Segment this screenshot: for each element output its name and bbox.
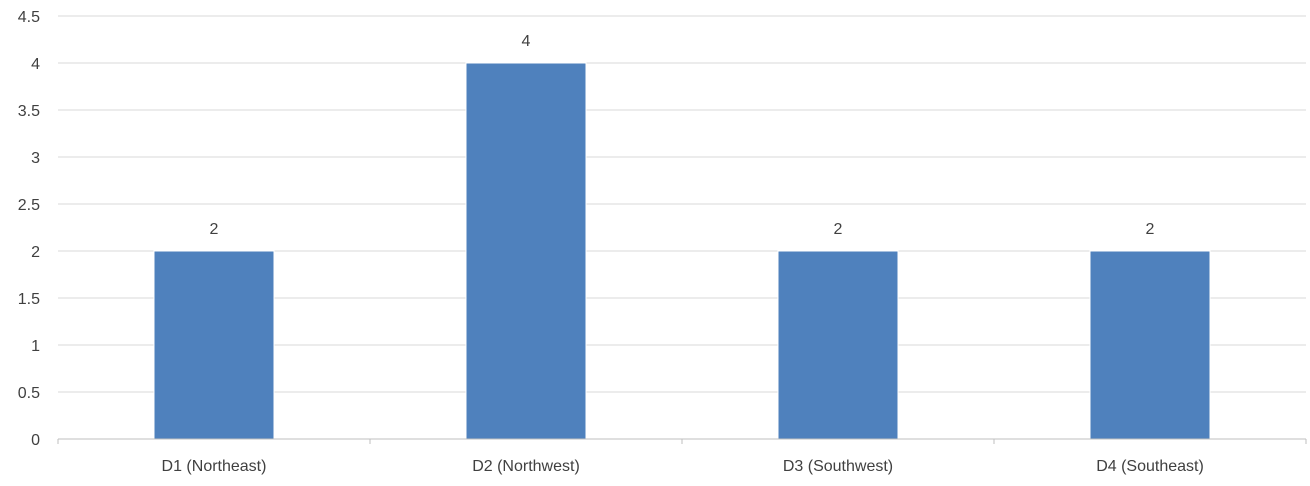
- y-tick-label: 3.5: [18, 103, 40, 120]
- x-tick-label: D3 (Southwest): [783, 458, 893, 475]
- y-tick-label: 2.5: [18, 197, 40, 214]
- y-tick-label: 4: [31, 56, 40, 73]
- x-tick-label: D2 (Northwest): [472, 458, 580, 475]
- y-tick-label: 2: [31, 244, 40, 261]
- data-label: 4: [522, 33, 531, 50]
- y-tick-label: 1.5: [18, 291, 40, 308]
- bar: [153, 250, 275, 440]
- x-tick-label: D1 (Northeast): [162, 458, 267, 475]
- y-tick-label: 3: [31, 150, 40, 167]
- data-label: 2: [834, 221, 843, 238]
- bars: [153, 62, 1211, 440]
- data-label: 2: [1146, 221, 1155, 238]
- y-tick-label: 0.5: [18, 385, 40, 402]
- bar: [1089, 250, 1211, 440]
- x-axis: [57, 438, 1307, 444]
- x-tick-label: D4 (Southeast): [1096, 458, 1204, 475]
- data-label: 2: [210, 221, 219, 238]
- y-tick-label: 0: [31, 432, 40, 449]
- y-tick-label: 4.5: [18, 9, 40, 26]
- y-tick-label: 1: [31, 338, 40, 355]
- y-axis-tick-labels: 0 0.5 1 1.5 2 2.5 3 3.5 4 4.5: [18, 9, 40, 449]
- bar: [777, 250, 899, 440]
- data-labels: 2 4 2 2: [210, 33, 1155, 238]
- bar: [465, 62, 587, 440]
- x-axis-tick-labels: D1 (Northeast) D2 (Northwest) D3 (Southwes…: [162, 458, 1204, 475]
